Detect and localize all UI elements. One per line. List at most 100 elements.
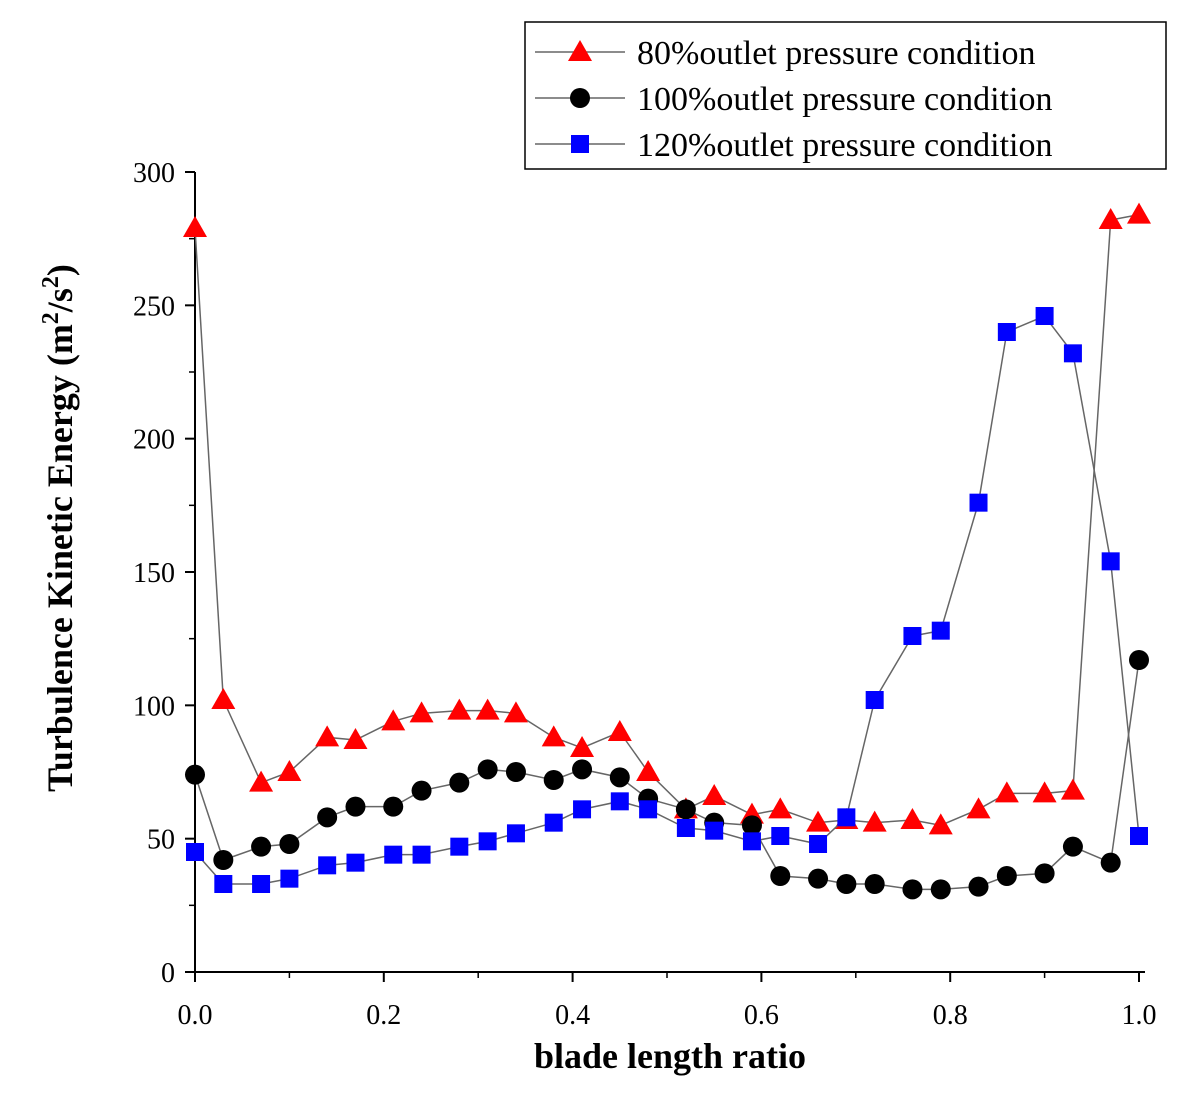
data-point: [837, 808, 856, 827]
data-point: [544, 813, 563, 832]
y-tick-label: 0: [161, 958, 175, 989]
data-point: [346, 853, 365, 872]
data-point: [315, 725, 340, 747]
data-point: [1127, 202, 1151, 224]
data-point: [809, 835, 828, 853]
data-point: [570, 736, 595, 757]
data-point: [252, 875, 271, 893]
data-point: [383, 796, 404, 817]
data-point: [836, 874, 857, 894]
data-point: [1100, 852, 1121, 873]
data-point: [808, 868, 829, 889]
y-axis-title-sup2: 2: [38, 276, 64, 288]
data-point: [1130, 827, 1148, 845]
data-point: [675, 799, 696, 820]
x-tick-label: 0.6: [744, 1000, 779, 1031]
data-point: [409, 701, 434, 723]
data-point: [862, 810, 887, 832]
data-point: [705, 821, 724, 840]
data-point: [185, 764, 205, 785]
data-point: [741, 815, 762, 836]
series-3: [186, 307, 1148, 893]
data-point: [1035, 307, 1054, 325]
legend: 80%outlet pressure condition 100%outlet p…: [524, 21, 1167, 170]
data-point: [768, 797, 793, 819]
data-point: [864, 874, 885, 894]
data-point: [1129, 650, 1149, 670]
data-point: [447, 698, 472, 720]
data-point: [1034, 863, 1055, 884]
y-axis-title-main: Turbulence Kinetic Energy (m: [40, 324, 80, 792]
data-point: [277, 760, 302, 781]
y-tick-label: 200: [133, 425, 175, 456]
data-point: [900, 808, 925, 829]
data-point: [742, 832, 761, 851]
data-point: [477, 759, 498, 780]
data-point: [183, 216, 207, 237]
data-point: [702, 784, 727, 805]
data-point: [573, 800, 592, 819]
y-tick-label: 250: [133, 291, 175, 322]
data-point: [676, 819, 695, 837]
data-point: [343, 728, 368, 749]
legend-box: [524, 21, 1167, 170]
series-layer: [183, 202, 1151, 900]
data-point: [541, 725, 566, 747]
data-point: [317, 807, 338, 828]
data-point: [572, 759, 593, 780]
data-point: [928, 813, 953, 835]
y-tick-label: 150: [133, 558, 175, 589]
data-point: [280, 869, 299, 888]
data-point: [213, 850, 234, 870]
data-point: [1062, 836, 1083, 857]
data-point: [381, 709, 406, 731]
series-2: [185, 650, 1149, 900]
legend-marker: [571, 135, 589, 153]
x-tick-label: 0.4: [555, 1000, 590, 1031]
data-point: [903, 627, 922, 645]
x-tick-label: 1.0: [1122, 1000, 1157, 1031]
data-point: [186, 843, 204, 861]
legend-label: 120%outlet pressure condition: [637, 127, 1052, 164]
x-tick-label: 0.8: [933, 1000, 968, 1031]
data-point: [411, 780, 432, 801]
series-line: [194, 659, 1140, 891]
data-point: [506, 824, 525, 843]
legend-label: 100%outlet pressure condition: [637, 81, 1052, 118]
data-point: [449, 772, 470, 793]
y-axis-title: Turbulence Kinetic Energy (m2/s2): [38, 264, 80, 792]
data-point: [503, 701, 528, 723]
data-point: [412, 845, 431, 864]
data-point: [609, 767, 630, 788]
data-point: [249, 770, 274, 792]
data-point: [543, 770, 564, 790]
data-point: [969, 493, 988, 512]
y-axis-title-mid: /s: [40, 288, 80, 313]
x-axis-title: blade length ratio: [534, 1036, 806, 1076]
data-point: [214, 875, 233, 893]
data-point: [345, 796, 366, 817]
data-point: [1101, 552, 1120, 571]
data-point: [1060, 778, 1085, 800]
series-line: [194, 213, 1140, 827]
data-point: [994, 781, 1019, 803]
y-axis-title-end: ): [40, 264, 80, 276]
data-point: [968, 876, 989, 897]
x-tick-label: 0.2: [366, 1000, 401, 1031]
legend-marker: [568, 40, 592, 61]
data-point: [966, 797, 991, 819]
y-axis-title-sup1: 2: [38, 312, 64, 324]
data-point: [505, 762, 526, 782]
data-point: [478, 832, 497, 851]
axes: 0 50 100 150 200 250 300 0.0 0.2 0.4 0.6 0.8 1.0: [133, 158, 1157, 1031]
data-point: [902, 879, 923, 900]
data-point: [806, 810, 831, 832]
y-tick-label: 50: [147, 825, 175, 856]
legend-marker: [570, 88, 590, 108]
data-point: [997, 323, 1016, 341]
data-point: [384, 845, 403, 864]
data-point: [636, 760, 661, 781]
data-point: [607, 720, 632, 741]
y-tick-label: 300: [133, 158, 175, 189]
